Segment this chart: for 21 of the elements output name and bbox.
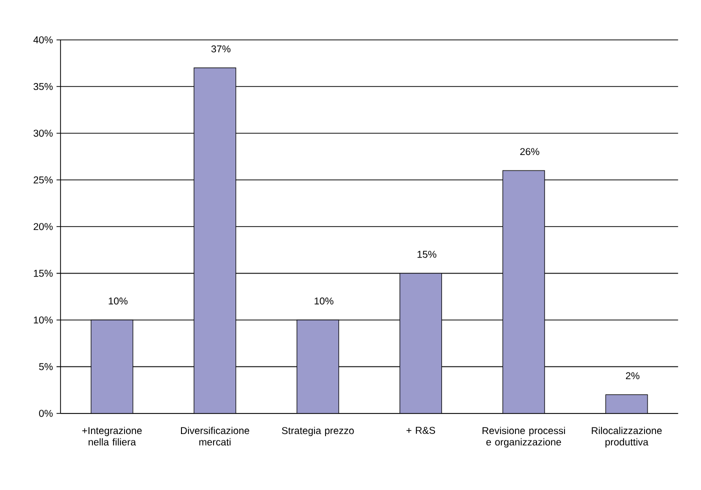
x-tick-label: + R&S: [406, 426, 436, 434]
y-tick-label: 20%: [34, 223, 53, 230]
y-tick-label: 15%: [34, 270, 53, 277]
y-tick-label: 10%: [34, 316, 53, 324]
y-tick-label: 25%: [34, 176, 53, 184]
y-tick-label: 30%: [34, 130, 53, 137]
y-tick-label: 35%: [34, 82, 53, 90]
y-tick-label: 40%: [33, 36, 53, 44]
y-tick-label: 5%: [39, 363, 53, 370]
x-tick-label: +Integrazione nella filiera: [82, 426, 142, 446]
data-label: 15%: [418, 250, 436, 258]
x-tick-label: Diversificazione mercati: [180, 426, 250, 446]
y-tick-label: 0%: [39, 410, 53, 417]
x-tick-label: Strategia prezzo: [282, 426, 354, 436]
data-label: 10%: [108, 297, 128, 304]
data-label: 10%: [314, 297, 334, 304]
data-label: 26%: [520, 148, 540, 156]
data-label: 37%: [211, 45, 230, 52]
x-tick-label: Rilocalizzazione produttiva: [592, 426, 662, 448]
x-tick-label: Revisione processi e organizzazione: [482, 426, 565, 448]
data-label: 2%: [626, 372, 640, 380]
